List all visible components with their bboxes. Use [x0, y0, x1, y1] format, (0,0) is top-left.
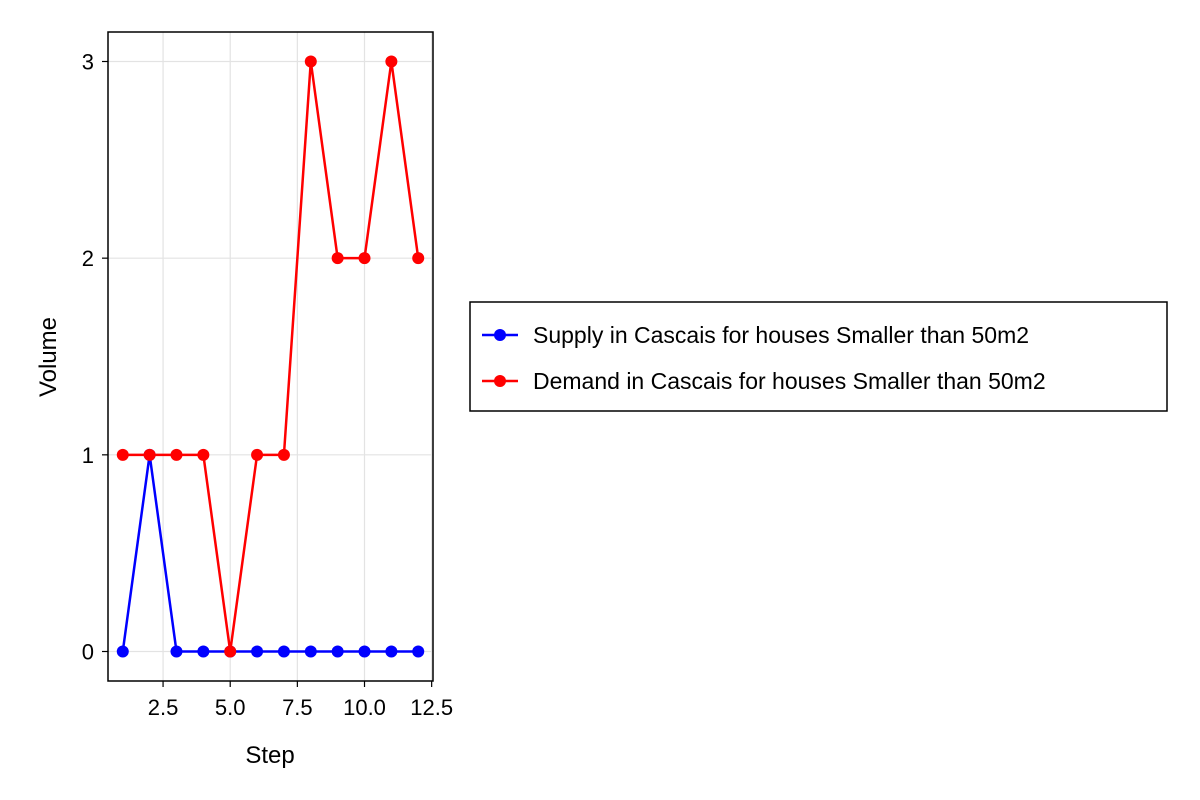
series-line: [122, 60, 420, 653]
legend: Supply in Cascais for houses Smaller tha…: [469, 301, 1168, 412]
data-point: [412, 252, 425, 265]
legend-box: [469, 301, 1168, 412]
data-point: [116, 448, 129, 461]
data-point: [385, 645, 398, 658]
data-point: [224, 645, 237, 658]
data-point: [358, 252, 371, 265]
legend-label: Demand in Cascais for houses Smaller tha…: [533, 368, 1046, 394]
y-tick-label: 0: [82, 640, 94, 665]
data-point: [143, 448, 156, 461]
x-tick-label: 2.5: [148, 695, 179, 720]
data-point: [170, 645, 183, 658]
legend-marker: [494, 329, 506, 341]
data-point: [412, 645, 425, 658]
data-point: [251, 448, 264, 461]
series-layer: [116, 55, 425, 658]
data-point: [251, 645, 264, 658]
data-point: [385, 55, 398, 68]
data-point: [331, 252, 344, 265]
x-tick-label: 7.5: [282, 695, 313, 720]
plot-frame: [107, 31, 434, 682]
legend-label: Supply in Cascais for houses Smaller tha…: [533, 322, 1029, 348]
x-tick-label: 5.0: [215, 695, 246, 720]
data-point: [358, 645, 371, 658]
data-point: [116, 645, 129, 658]
data-point: [304, 55, 317, 68]
y-tick-label: 1: [82, 443, 94, 468]
legend-marker: [494, 375, 506, 387]
data-point: [277, 448, 290, 461]
data-point: [277, 645, 290, 658]
data-point: [197, 448, 210, 461]
y-tick-label: 2: [82, 246, 94, 271]
y-tick-label: 3: [82, 50, 94, 75]
x-tick-label: 10.0: [343, 695, 386, 720]
x-tick-label: 12.5: [410, 695, 453, 720]
data-point: [331, 645, 344, 658]
grid-lines: [108, 32, 433, 681]
x-axis-label: Step: [245, 742, 294, 769]
series-2: [116, 55, 425, 658]
data-point: [170, 448, 183, 461]
data-point: [304, 645, 317, 658]
y-axis-label: Volume: [35, 317, 62, 397]
data-point: [197, 645, 210, 658]
y-axis-ticks: 0 1 2 3: [82, 50, 108, 665]
series-line: [121, 453, 419, 653]
x-axis-ticks: 2.5 5.0 7.5 10.0 12.5: [148, 681, 453, 720]
